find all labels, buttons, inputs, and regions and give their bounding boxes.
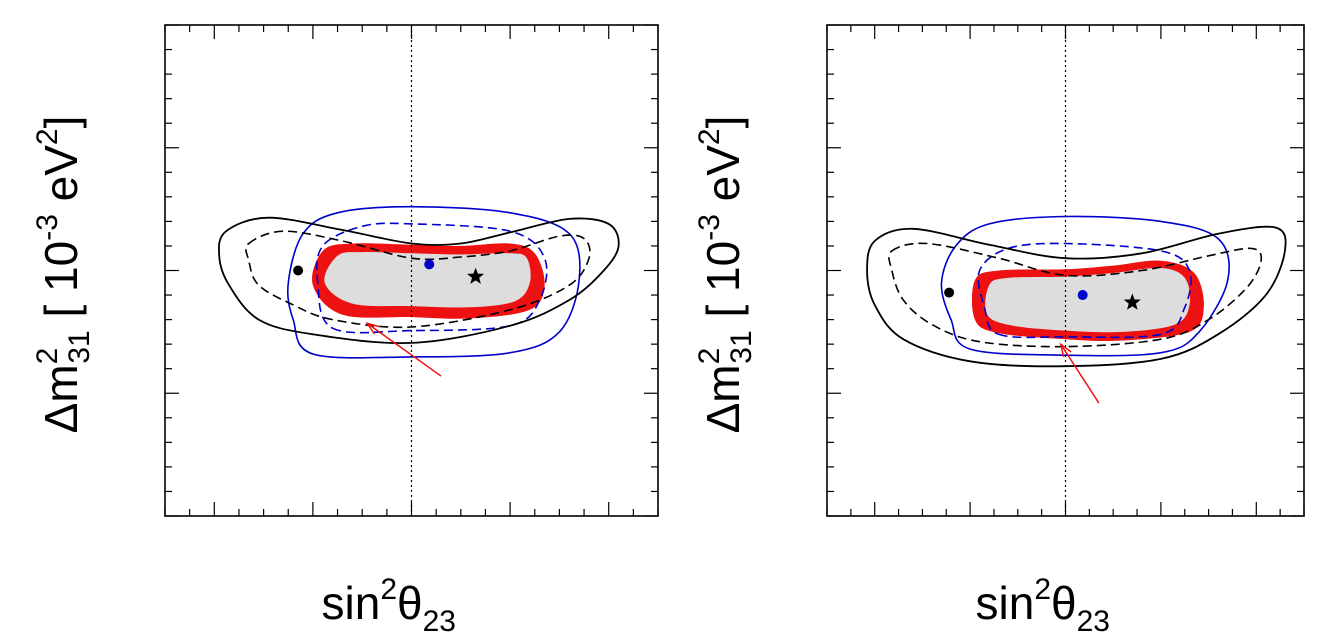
global-best-fit-star (1123, 293, 1141, 310)
x-axis-title: sin2θ23 (322, 573, 456, 638)
x-title-sup: 2 (380, 573, 397, 606)
minos-best-fit-point (944, 287, 955, 298)
global-90cl-region (985, 267, 1191, 333)
y-title-unit-open: [ 10 (35, 241, 87, 331)
minos-90cl-contour (888, 242, 1263, 348)
x-title-sin: sin (322, 577, 381, 629)
y-title-unit-ev: eV (35, 145, 87, 214)
minos-99cl-contour (218, 216, 620, 345)
x-title-sup: 2 (1034, 573, 1051, 606)
y-title-sub: 31 (725, 330, 758, 363)
x-title-sin: sin (976, 577, 1035, 629)
global-90cl-region (324, 252, 531, 308)
minos-90cl-contour (245, 230, 591, 329)
y-title-unit-exp2: 2 (31, 128, 64, 145)
y-axis-title: Δm231 [ 10-3 eV2] (31, 116, 96, 434)
minos-best-fit-point (293, 265, 304, 276)
y-title-unit-exp2: 2 (693, 128, 726, 145)
x-title-theta: θ (1051, 577, 1077, 629)
y-title-dm: Δm (697, 364, 749, 433)
y-title-sup: 2 (693, 348, 726, 365)
x-title-sub: 23 (423, 605, 456, 638)
y-title-sup: 2 (31, 348, 64, 365)
x-title-theta: θ (397, 577, 423, 629)
t2k-best-fit-point (424, 259, 435, 270)
t2k-best-fit-point (1077, 290, 1088, 301)
x-axis-title: sin2θ23 (976, 573, 1110, 638)
global-arrow-head (1059, 342, 1072, 357)
y-title-unit-close: ] (697, 116, 749, 129)
global-arrow-shaft (366, 322, 442, 377)
y-title-unit-exp: -3 (693, 214, 726, 241)
y-title-unit-ev: eV (697, 145, 749, 214)
t2k-99cl-contour (286, 205, 581, 359)
y-title-dm: Δm (35, 364, 87, 433)
y-title-unit-exp: -3 (31, 214, 64, 241)
global-arrow-head (365, 322, 380, 335)
global-best-fit-star (467, 267, 485, 284)
x-title-sub: 23 (1077, 605, 1110, 638)
t2k-90cl-contour (315, 222, 548, 334)
y-axis-title: Δm231 [ 10-3 eV2] (693, 116, 758, 434)
y-title-unit-close: ] (35, 116, 87, 129)
minos-99cl-contour (866, 225, 1287, 368)
t2k-99cl-contour (940, 215, 1230, 357)
y-title-sub: 31 (63, 330, 96, 363)
global-arrow-shaft (1060, 343, 1100, 404)
y-title-unit-open: [ 10 (697, 241, 749, 331)
